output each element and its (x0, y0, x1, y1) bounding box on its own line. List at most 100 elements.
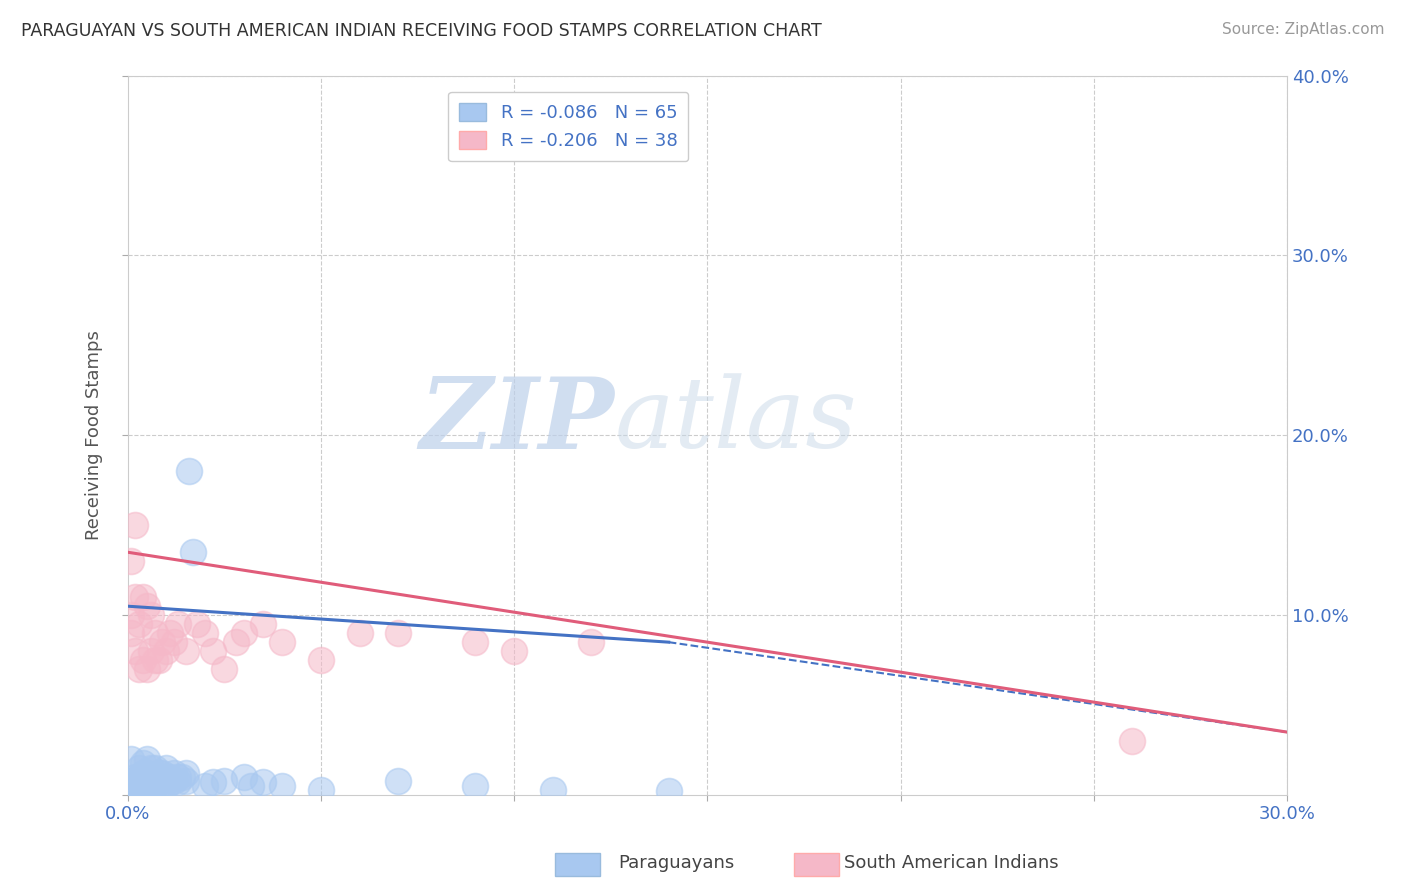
Point (387, 773, 409, 788)
Point (124, 644, 146, 658)
Point (166, 775, 188, 789)
Text: PARAGUAYAN VS SOUTH AMERICAN INDIAN RECEIVING FOOD STAMPS CORRELATION CHART: PARAGUAYAN VS SOUTH AMERICAN INDIAN RECE… (21, 22, 823, 40)
Point (150, 635, 173, 649)
Point (121, 626, 143, 640)
Point (155, 779, 177, 793)
Point (136, 775, 159, 789)
Point (148, 653, 170, 667)
Point (139, 761, 162, 775)
Point (155, 761, 177, 775)
Point (159, 626, 181, 640)
Point (139, 644, 162, 658)
Point (658, 784, 681, 798)
Point (212, 662, 235, 676)
Point (124, 782, 146, 797)
Point (139, 775, 162, 789)
Point (124, 779, 146, 793)
Point (464, 635, 486, 649)
Point (136, 770, 159, 784)
Point (132, 756, 155, 770)
Point (225, 635, 247, 649)
Point (124, 770, 146, 784)
Point (232, 770, 254, 784)
Text: South American Indians: South American Indians (844, 855, 1059, 872)
Point (201, 644, 224, 658)
Text: Source: ZipAtlas.com: Source: ZipAtlas.com (1222, 22, 1385, 37)
Point (349, 626, 371, 640)
Text: Paraguayans: Paraguayans (619, 855, 735, 872)
Text: atlas: atlas (614, 373, 858, 468)
Point (1121, 734, 1143, 748)
Point (170, 770, 193, 784)
Point (143, 773, 166, 788)
Point (132, 590, 155, 604)
Point (252, 617, 274, 632)
Point (309, 653, 332, 667)
Point (128, 617, 150, 632)
Point (124, 590, 146, 604)
Point (163, 773, 186, 788)
Point (136, 599, 159, 614)
Point (139, 770, 162, 784)
Point (159, 770, 181, 784)
Point (212, 773, 235, 788)
Point (186, 617, 208, 632)
Point (121, 608, 143, 623)
Point (121, 779, 143, 793)
Point (128, 761, 150, 775)
Point (128, 773, 150, 788)
Point (174, 644, 197, 658)
Point (121, 554, 143, 568)
Point (155, 644, 177, 658)
Point (174, 773, 197, 788)
Point (132, 766, 155, 780)
Point (132, 779, 155, 793)
Point (252, 775, 274, 789)
Point (132, 775, 155, 789)
Point (194, 779, 217, 793)
Point (181, 545, 204, 559)
Text: ZIP: ZIP (419, 373, 614, 469)
Point (143, 761, 166, 775)
Point (128, 779, 150, 793)
Point (271, 779, 294, 793)
Legend: R = -0.086   N = 65, R = -0.206   N = 38: R = -0.086 N = 65, R = -0.206 N = 38 (449, 92, 688, 161)
Point (121, 773, 143, 788)
Point (128, 662, 150, 676)
Point (124, 518, 146, 533)
Point (159, 775, 181, 789)
Point (139, 779, 162, 793)
Point (179, 464, 201, 478)
Point (148, 770, 170, 784)
Point (150, 773, 173, 788)
Point (163, 635, 186, 649)
Point (148, 766, 170, 780)
Point (581, 635, 603, 649)
Point (232, 626, 254, 640)
Point (166, 617, 188, 632)
Point (541, 782, 564, 797)
Point (143, 653, 166, 667)
Point (128, 770, 150, 784)
Point (143, 626, 166, 640)
Point (136, 662, 159, 676)
Point (194, 626, 217, 640)
Point (271, 635, 294, 649)
Point (166, 770, 188, 784)
Point (143, 770, 166, 784)
Point (163, 766, 186, 780)
Point (309, 782, 332, 797)
Point (136, 766, 159, 780)
Y-axis label: Receiving Food Stamps: Receiving Food Stamps (86, 330, 103, 541)
Point (155, 775, 177, 789)
Point (136, 782, 159, 797)
Point (148, 775, 170, 789)
Point (132, 782, 155, 797)
Point (503, 644, 526, 658)
Point (240, 779, 263, 793)
Point (201, 775, 224, 789)
Point (124, 775, 146, 789)
Point (387, 626, 409, 640)
Point (150, 766, 173, 780)
Point (174, 766, 197, 780)
